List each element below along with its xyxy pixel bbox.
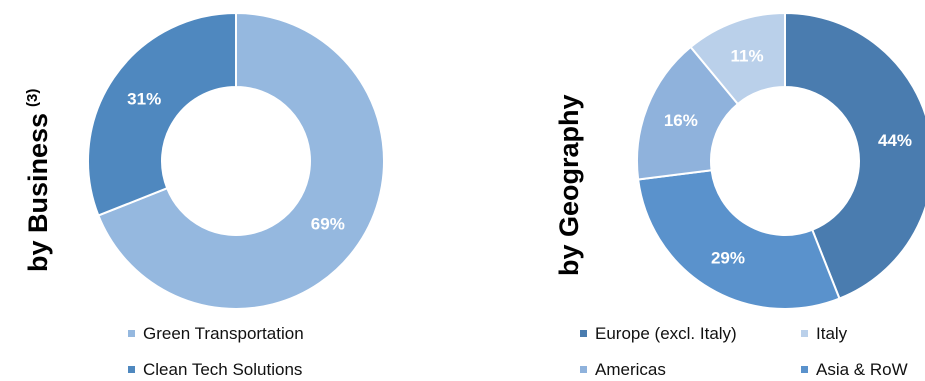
business-title-text: by Business	[23, 113, 53, 272]
slice-label-europe-excl-italy: 44%	[878, 131, 912, 150]
slice-label-clean-tech-solutions: 31%	[127, 90, 161, 109]
geography-chart: by Geography 44% 29% 16% 11% Europe (excl. …	[554, 11, 925, 379]
slice-label-asia-row: 29%	[711, 248, 745, 267]
business-slices	[87, 11, 385, 310]
business-chart: by Business (3) 69% 31% Green Transportati…	[23, 11, 385, 379]
legend-label-asia-row: Asia & RoW	[816, 360, 908, 379]
geography-slices	[636, 11, 925, 310]
slice-clean-tech-solutions	[87, 11, 237, 217]
legend-label-clean-tech-solutions: Clean Tech Solutions	[143, 360, 302, 379]
legend-swatch-clean-tech-solutions	[128, 366, 135, 373]
legend-swatch-italy	[801, 330, 808, 337]
slice-label-green-transportation: 69%	[311, 214, 345, 233]
business-title-superscript: (3)	[24, 89, 41, 107]
geography-axis-title: by Geography	[554, 94, 584, 276]
slice-italy	[689, 11, 786, 106]
legend-label-green-transportation: Green Transportation	[143, 324, 304, 343]
slice-asia-row	[637, 169, 841, 310]
slice-green-transportation	[97, 11, 385, 310]
geography-legend: Europe (excl. Italy) Italy Americas Asia…	[580, 324, 908, 379]
legend-label-europe: Europe (excl. Italy)	[595, 324, 737, 343]
business-slice-labels: 69% 31%	[127, 90, 345, 234]
geography-slice-labels: 44% 29% 16% 11%	[664, 47, 912, 268]
slice-europe-excl-italy	[784, 11, 925, 300]
business-legend: Green Transportation Clean Tech Solution…	[128, 324, 304, 379]
legend-label-americas: Americas	[595, 360, 666, 379]
business-axis-title: by Business (3)	[23, 89, 53, 272]
legend-swatch-asia-row	[801, 366, 808, 373]
legend-label-italy: Italy	[816, 324, 848, 343]
legend-swatch-green-transportation	[128, 330, 135, 337]
legend-swatch-americas	[580, 366, 587, 373]
legend-swatch-europe	[580, 330, 587, 337]
slice-label-americas: 16%	[664, 111, 698, 130]
slice-label-italy: 11%	[731, 47, 764, 66]
